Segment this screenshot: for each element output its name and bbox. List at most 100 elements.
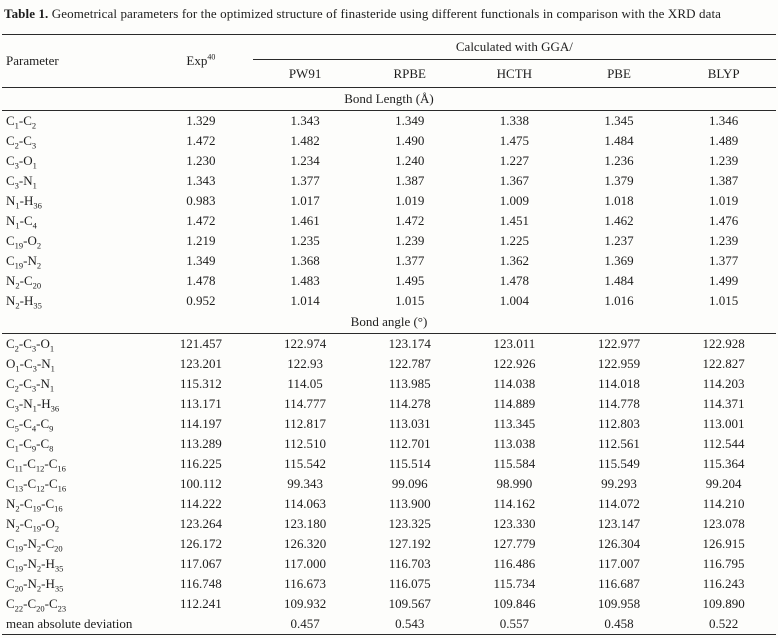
table-row: C11-C12-C16 116.225 115.542 115.514 115.584 1… (2, 454, 776, 474)
value-cell: 114.371 (702, 396, 745, 411)
value-cell: 122.93 (287, 356, 323, 371)
value-cell: 116.243 (702, 576, 745, 591)
parameter-cell: C19-O2 (6, 233, 42, 251)
value-cell: 1.476 (709, 213, 739, 228)
parameter-cell: C1-C9-C8 (6, 436, 54, 454)
value-cell: 123.078 (702, 516, 745, 531)
value-cell: 114.778 (598, 396, 640, 411)
value-cell: 114.197 (180, 416, 222, 431)
table-header: Parameter Exp40 Calculated with GGA/ PW9… (2, 34, 776, 88)
value-cell: 1.015 (709, 293, 739, 308)
value-cell: 123.147 (597, 516, 641, 531)
table-row: N2-C19-C16 114.222 114.063 113.900 114.162 11… (2, 494, 776, 514)
parameter-cell: N2-C20 (6, 273, 42, 291)
value-cell: 122.977 (597, 336, 641, 351)
value-cell: 116.703 (388, 556, 431, 571)
value-cell: 115.584 (493, 456, 536, 471)
value-cell: 0.457 (252, 614, 358, 635)
value-cell: 1.379 (604, 173, 634, 188)
value-cell: 112.241 (180, 596, 222, 611)
value-cell: 1.495 (395, 273, 425, 288)
value-cell: 114.162 (493, 496, 536, 511)
value-cell: 116.687 (598, 576, 640, 591)
value-cell: 100.112 (180, 476, 222, 491)
parameter-cell: C22-C20-C23 (6, 596, 67, 614)
value-cell: 1.018 (604, 193, 634, 208)
table-caption-label: Table 1. (4, 6, 49, 21)
table-row: N2-C19-O2 123.264 123.180 123.325 123.330 123… (2, 514, 776, 534)
value-cell: 123.330 (493, 516, 536, 531)
value-cell: 116.748 (180, 576, 222, 591)
value-cell: 1.015 (395, 293, 425, 308)
value-cell: 1.484 (604, 133, 634, 148)
value-cell: 112.701 (388, 436, 431, 451)
value-cell: 122.926 (493, 356, 536, 371)
value-cell: 1.237 (604, 233, 634, 248)
table-row: C22-C20-C23 112.241 109.932 109.567 109.846 1… (2, 594, 776, 614)
parameter-cell: C2-C3-N1 (6, 376, 55, 394)
value-cell: 116.673 (284, 576, 326, 591)
value-cell: 112.510 (284, 436, 326, 451)
value-cell: 1.329 (186, 113, 216, 128)
value-cell: 116.795 (702, 556, 745, 571)
value-cell: 122.974 (283, 336, 327, 351)
value-cell: 1.490 (395, 133, 425, 148)
value-cell: 1.346 (709, 113, 739, 128)
parameter-cell: C3-N1 (6, 173, 37, 191)
value-cell: 123.180 (283, 516, 327, 531)
parameter-cell: C2-C3-O1 (6, 336, 55, 354)
value-cell: 1.019 (709, 193, 739, 208)
value-cell: 1.004 (499, 293, 529, 308)
value-cell: 1.489 (709, 133, 739, 148)
value-cell: 1.472 (186, 213, 216, 228)
value-cell: 1.014 (290, 293, 320, 308)
value-cell: 114.063 (284, 496, 326, 511)
value-cell: 1.483 (290, 273, 320, 288)
value-cell: 1.343 (186, 173, 216, 188)
value-cell: 113.345 (493, 416, 536, 431)
value-cell: 113.900 (388, 496, 431, 511)
value-cell: 1.227 (499, 153, 529, 168)
value-cell: 113.038 (493, 436, 536, 451)
value-cell: 126.172 (179, 536, 223, 551)
parameter-cell: C19-N2-C20 (6, 536, 63, 554)
value-cell: 1.461 (290, 213, 320, 228)
value-cell: 121.457 (179, 336, 223, 351)
value-cell: 114.018 (598, 376, 640, 391)
value-cell: 1.343 (290, 113, 320, 128)
value-cell: 1.377 (395, 253, 425, 268)
value-cell: 1.475 (499, 133, 529, 148)
value-cell: 1.387 (709, 173, 739, 188)
value-cell: 122.787 (388, 356, 431, 371)
section-label: Bond angle (°) (2, 311, 776, 334)
value-cell: 1.369 (604, 253, 634, 268)
value-cell: 114.889 (493, 396, 536, 411)
value-cell: 113.001 (702, 416, 745, 431)
parameter-cell: N2-C19-O2 (6, 516, 60, 534)
table-row: C2-C3 1.472 1.482 1.490 1.475 1.484 1.489 (2, 131, 776, 151)
value-cell: 115.734 (493, 576, 536, 591)
mean-absolute-deviation-row: mean absolute deviation 0.457 0.543 0.557 0.… (2, 614, 776, 635)
value-cell: 1.387 (395, 173, 425, 188)
table-row: C19-N2 1.349 1.368 1.377 1.362 1.369 1.377 (2, 251, 776, 271)
value-cell: 126.304 (597, 536, 641, 551)
value-cell: 1.472 (186, 133, 216, 148)
value-cell: 123.201 (179, 356, 223, 371)
value-cell: 1.225 (499, 233, 529, 248)
value-cell: 113.171 (180, 396, 222, 411)
value-cell: 109.567 (388, 596, 431, 611)
value-cell: 109.890 (702, 596, 745, 611)
value-cell: 115.549 (598, 456, 640, 471)
table-row: C13-C12-C16 100.112 99.343 99.096 98.990 99.2… (2, 474, 776, 494)
value-cell: 123.325 (388, 516, 431, 531)
value-cell: 0.557 (462, 614, 567, 635)
value-cell: 116.075 (388, 576, 431, 591)
value-cell: 0.522 (671, 614, 776, 635)
value-cell: 1.338 (499, 113, 529, 128)
value-cell: 114.777 (284, 396, 326, 411)
value-cell: 1.482 (290, 133, 320, 148)
value-cell: 1.235 (290, 233, 320, 248)
value-cell: 1.367 (499, 173, 529, 188)
value-cell: 1.349 (186, 253, 216, 268)
parameter-cell: C11-C12-C16 (6, 456, 66, 474)
